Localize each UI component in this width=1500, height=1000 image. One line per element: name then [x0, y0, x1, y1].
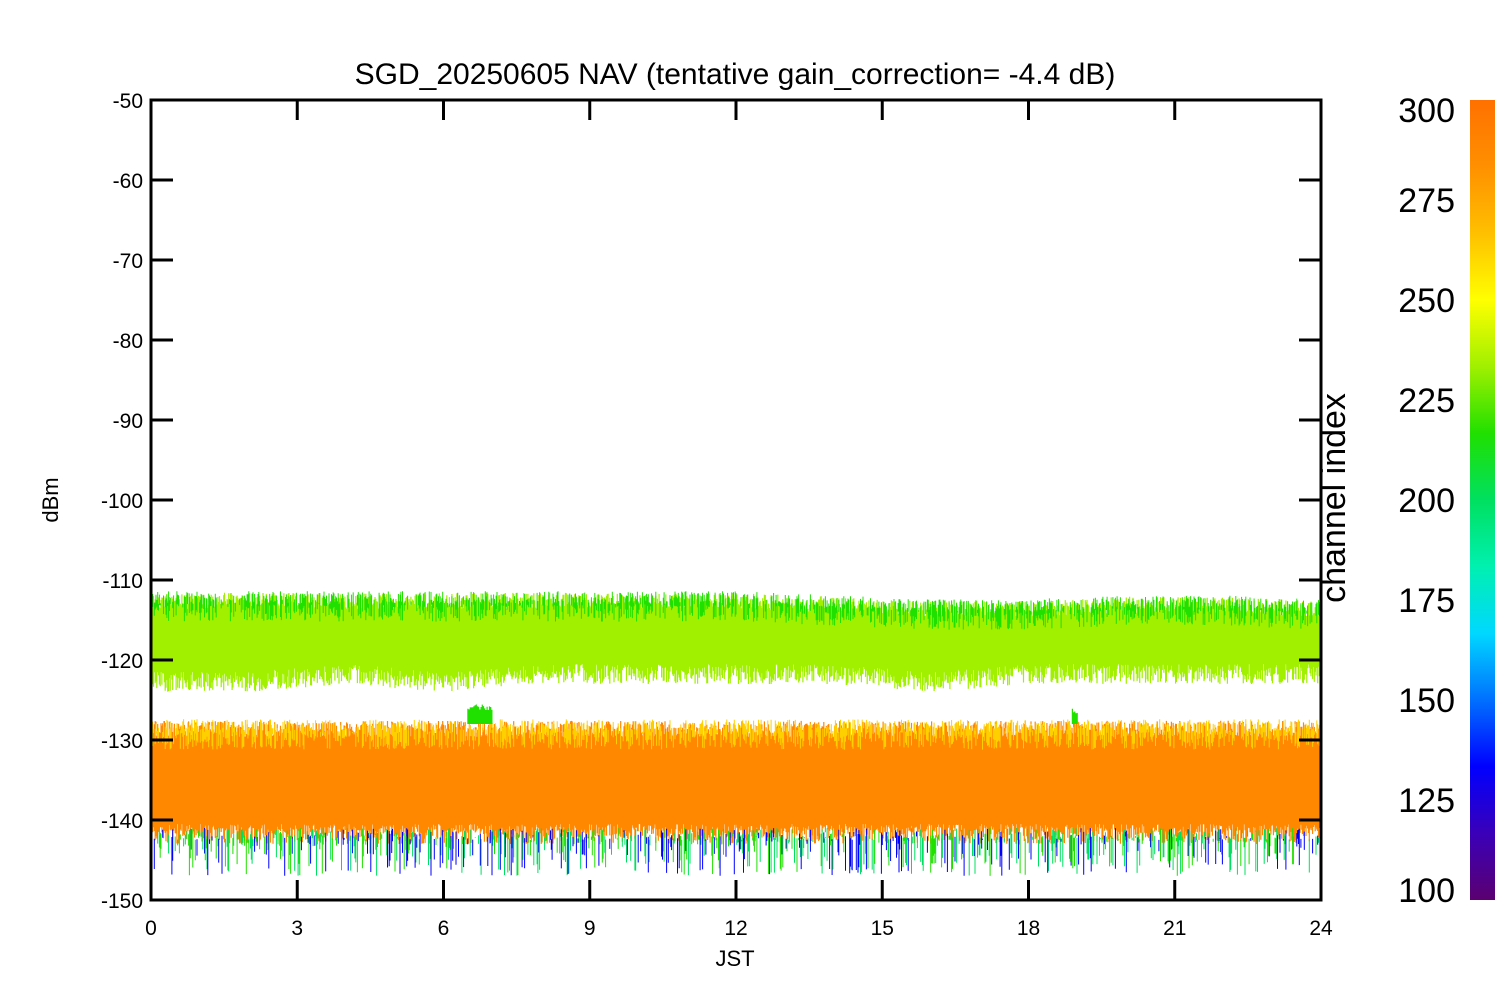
- y-tick-label: -150: [101, 890, 143, 913]
- x-tick-label: 15: [871, 917, 894, 940]
- y-tick-label: -70: [113, 250, 143, 273]
- x-tick-label: 6: [438, 917, 450, 940]
- colorbar-ticks: 300 275 250 225 200 175 150 125 100: [1398, 92, 1455, 910]
- y-tick-label: -90: [113, 410, 143, 433]
- y-tick-label: -140: [101, 810, 143, 833]
- x-tick-label: 12: [724, 917, 747, 940]
- x-tick-label: 3: [291, 917, 303, 940]
- colorbar-tick-label: 100: [1398, 872, 1455, 910]
- annotation-2: [1071, 708, 1078, 724]
- annotation-1: [467, 704, 493, 724]
- colorbar-tick-label: 175: [1398, 582, 1455, 620]
- colorbar-tick-label: 150: [1398, 682, 1455, 720]
- data-layer: [151, 591, 1321, 876]
- colorbar-tick-label: 275: [1398, 182, 1455, 220]
- x-tick-label: 0: [145, 917, 157, 940]
- series-2: [151, 719, 1321, 876]
- series-1-edge: [152, 591, 1320, 630]
- y-axis-label: dBm: [38, 477, 63, 522]
- x-tick-label: 24: [1309, 917, 1333, 940]
- series-1-core: [151, 616, 1321, 656]
- y-tick-label: -60: [113, 170, 143, 193]
- colorbar-tick-label: 125: [1398, 782, 1455, 820]
- y-tick-label: -100: [101, 490, 143, 513]
- colorbar-tick-label: 250: [1398, 282, 1455, 320]
- colorbar-label: channel index: [1315, 393, 1353, 603]
- series-2-tail-2: [153, 828, 1321, 876]
- y-tick-label: -80: [113, 330, 143, 353]
- series-2-tail-1: [157, 828, 1319, 876]
- colorbar: [1470, 100, 1495, 900]
- y-tick-label: -50: [113, 90, 143, 113]
- y-tick-label: -130: [101, 730, 143, 753]
- series-2-edge: [151, 719, 1321, 750]
- axis-ticks: 0 3 6 9 12 15 18 21 24 -50 -60 -70 -80 -90 -100 -110 -12…: [101, 90, 1333, 940]
- x-tick-label: 21: [1163, 917, 1186, 940]
- series-2-core: [151, 744, 1321, 816]
- colorbar-tick-label: 200: [1398, 482, 1455, 520]
- colorbar-tick-label: 225: [1398, 382, 1455, 420]
- y-tick-label: -120: [101, 650, 143, 673]
- y-tick-label: -110: [103, 570, 143, 593]
- x-axis-label: JST: [715, 946, 754, 971]
- series-1: [151, 591, 1321, 692]
- chart-title: SGD_20250605 NAV (tentative gain_correct…: [355, 58, 1116, 91]
- x-tick-label: 18: [1017, 917, 1040, 940]
- colorbar-tick-label: 300: [1398, 92, 1455, 130]
- x-tick-label: 9: [584, 917, 596, 940]
